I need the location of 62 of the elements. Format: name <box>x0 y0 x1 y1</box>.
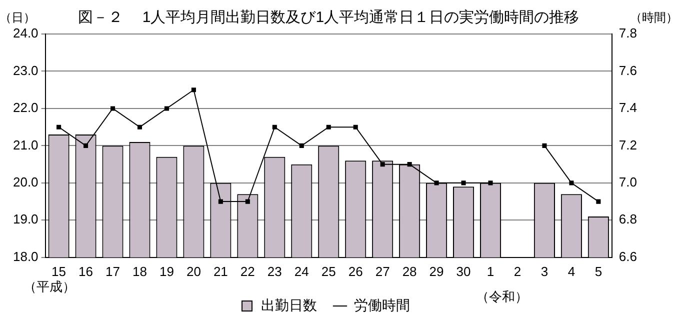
x-tick-label: 1 <box>486 264 494 279</box>
point <box>272 124 277 130</box>
y-tick-label: 20.0 <box>12 174 38 190</box>
x-tick-label: 22 <box>240 264 255 279</box>
point <box>353 124 358 130</box>
point <box>137 124 142 130</box>
point <box>488 180 493 186</box>
x-tick-label: 24 <box>294 264 309 279</box>
x-tick-label: 20 <box>186 264 201 279</box>
text: （令和） <box>476 288 528 304</box>
text: （平成） <box>23 278 76 294</box>
point <box>218 199 223 204</box>
y2-tick-label: 7.8 <box>618 26 638 41</box>
x-tick-label: 16 <box>78 264 94 279</box>
x-tick-label: 5 <box>594 264 602 279</box>
x-tick-label: 26 <box>348 264 363 279</box>
y-tick-label: 18.0 <box>12 248 38 264</box>
y2-tick-label: 7.2 <box>618 137 638 152</box>
legend-label: 労働時間 <box>354 296 410 313</box>
x-tick-label: 15 <box>52 264 66 279</box>
y-axis-title: （日） <box>0 10 36 24</box>
x-tick-label: 25 <box>321 264 336 279</box>
point <box>407 162 412 167</box>
y2-tick-label: 7.0 <box>618 174 638 190</box>
y-tick-label: 24.0 <box>12 26 38 41</box>
y-tick-label: 22.0 <box>12 100 38 116</box>
y-tick-label: 21.0 <box>12 137 38 152</box>
x-tick-label: 17 <box>106 264 120 279</box>
point <box>461 180 466 186</box>
legend-label: 出勤日数 <box>261 296 317 313</box>
point <box>596 199 601 204</box>
x-tick-label: 23 <box>267 264 282 279</box>
y2-tick-label: 6.6 <box>618 248 638 264</box>
point <box>191 88 196 92</box>
x-tick-label: 21 <box>213 264 228 279</box>
point <box>164 106 169 111</box>
point <box>380 162 385 167</box>
x-tick-label: 18 <box>132 264 147 279</box>
point <box>299 143 304 148</box>
point <box>84 143 88 148</box>
chart-title: 図－２ 1人平均月間出勤日数及び1人平均通常日１日の実労働時間の推移 <box>78 9 580 26</box>
point <box>434 180 439 186</box>
y2-tick-label: 6.8 <box>618 212 638 227</box>
x-tick-label: 4 <box>568 264 576 279</box>
x-tick-label: 30 <box>456 264 471 279</box>
point <box>326 124 331 130</box>
y2-axis-title: （時間） <box>630 10 674 24</box>
x-tick-label: 27 <box>375 264 390 279</box>
x-tick-label: 29 <box>429 264 444 279</box>
x-tick-label: 28 <box>402 264 417 279</box>
y-tick-label: 23.0 <box>12 62 38 78</box>
point <box>110 106 116 111</box>
x-tick-label: 2 <box>514 264 522 279</box>
y-tick-label: 19.0 <box>12 212 38 227</box>
point <box>542 143 547 148</box>
point <box>56 124 62 130</box>
x-tick-label: 3 <box>540 264 548 279</box>
x-tick-label: 19 <box>159 264 174 279</box>
y2-tick-label: 7.4 <box>618 100 638 116</box>
y2-tick-label: 7.6 <box>618 62 638 78</box>
point <box>245 199 250 204</box>
point <box>569 180 574 186</box>
